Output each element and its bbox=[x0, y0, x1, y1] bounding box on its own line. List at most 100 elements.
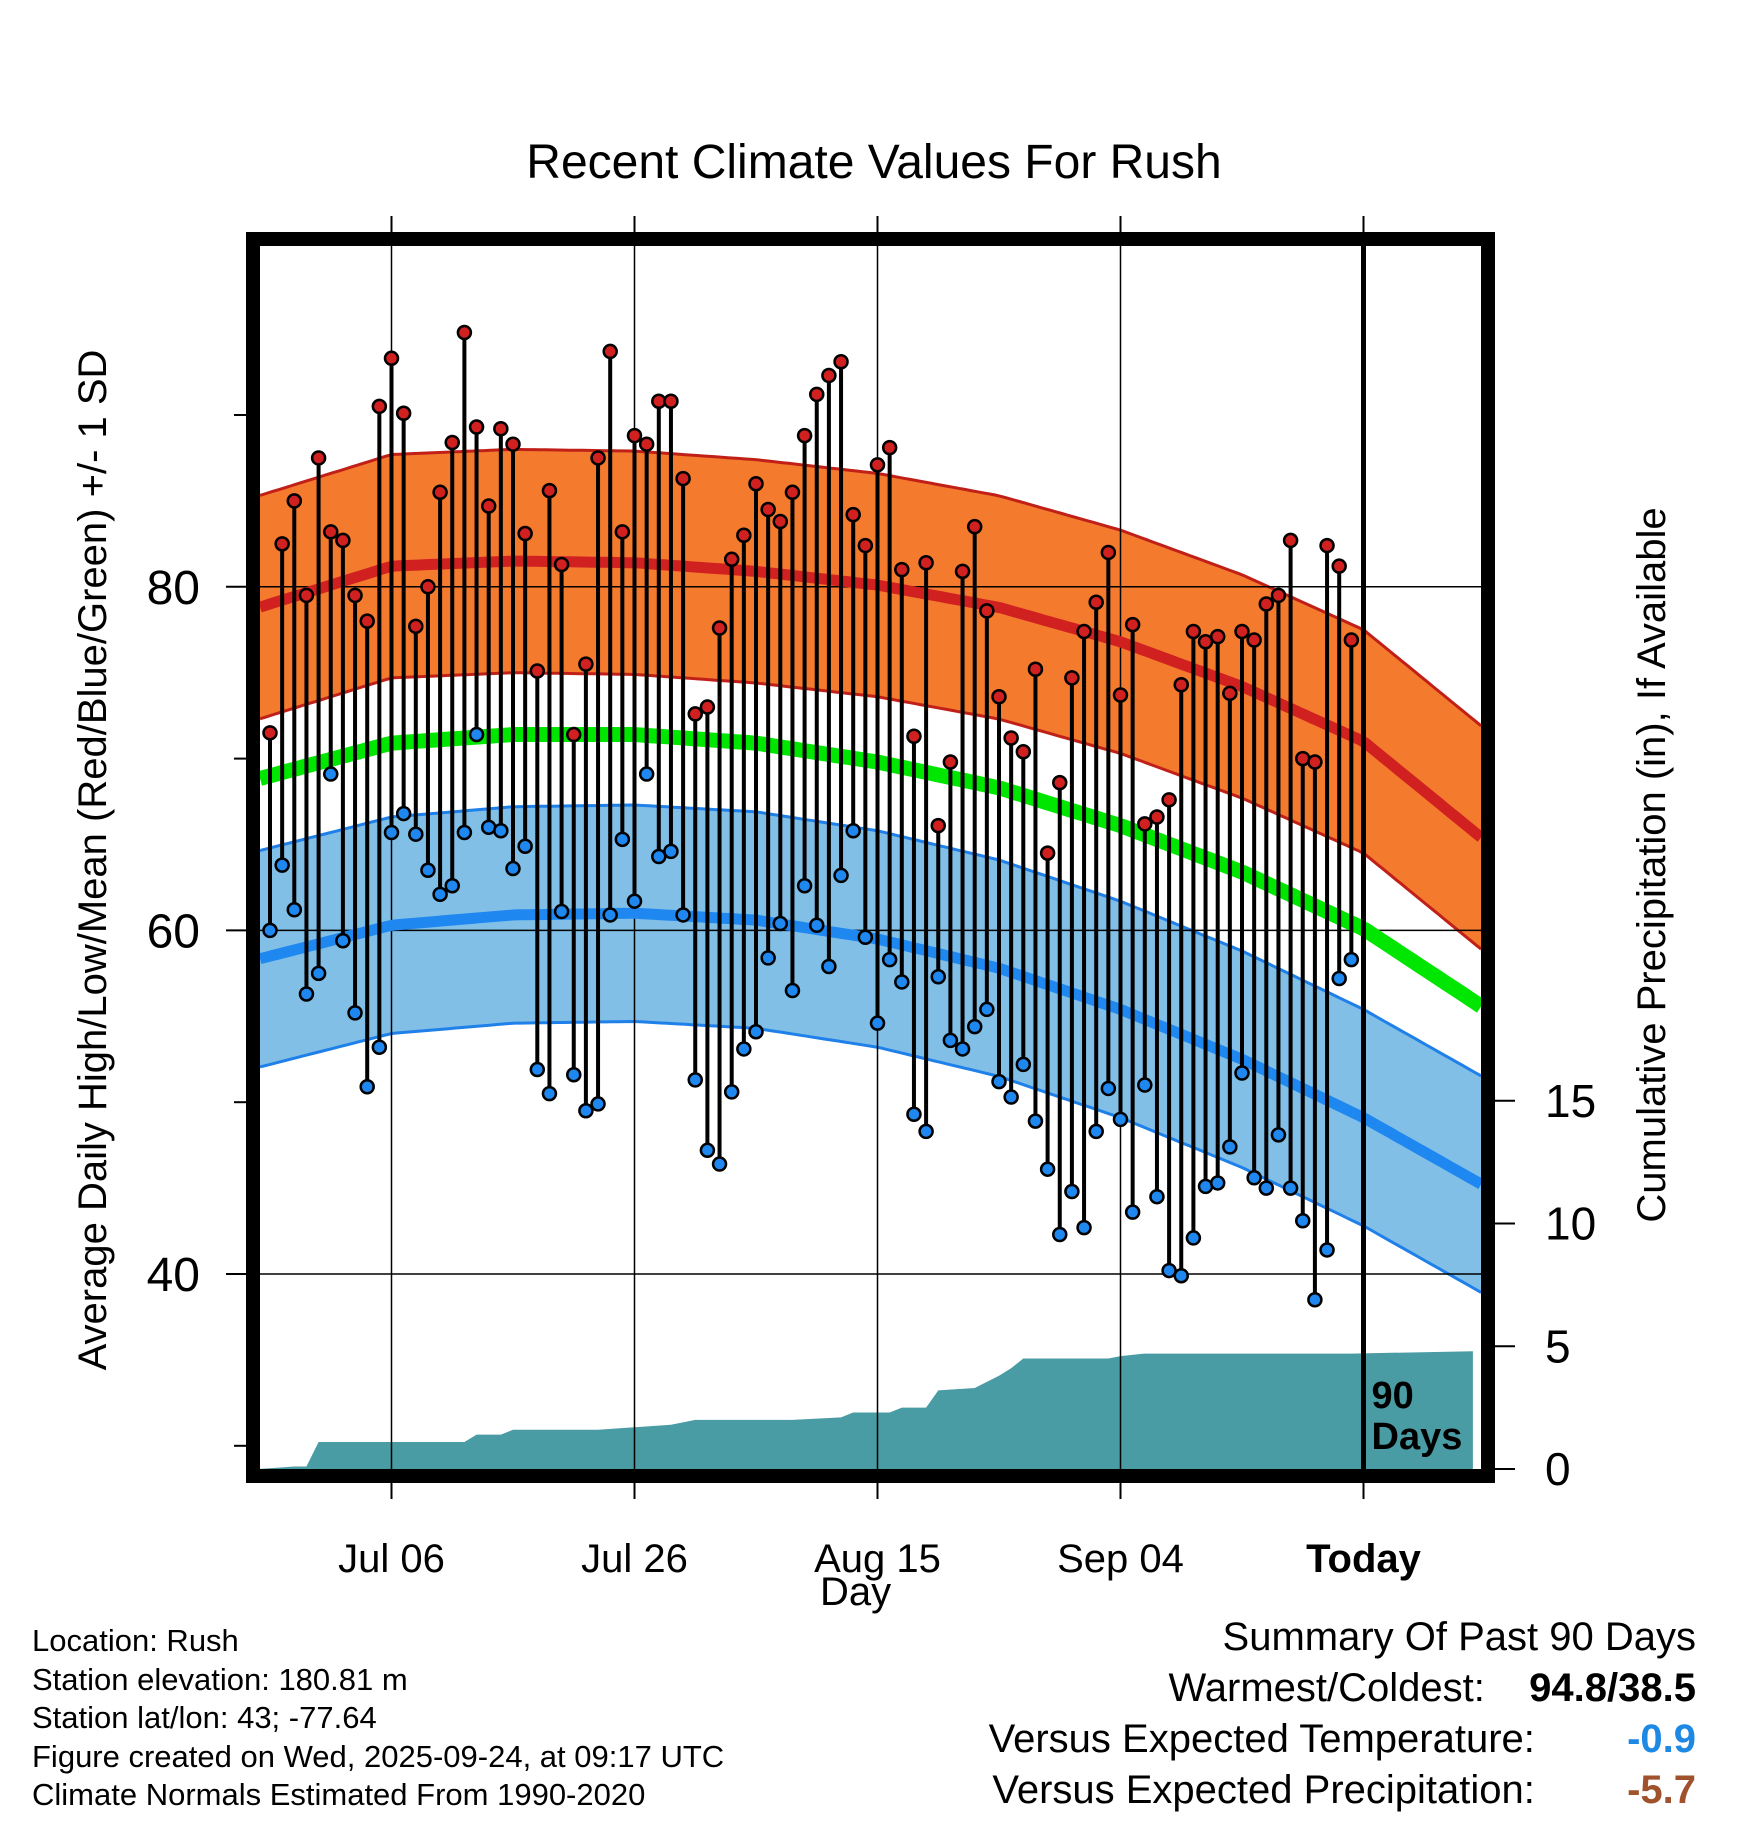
low-point bbox=[529, 1061, 546, 1078]
chart-title: Recent Climate Values For Rush bbox=[526, 136, 1222, 189]
low-point bbox=[809, 917, 825, 933]
low-point bbox=[1270, 1127, 1287, 1143]
low-point bbox=[1064, 1183, 1080, 1200]
warm-cold-value: 94.8/38.5 bbox=[1529, 1666, 1696, 1710]
normals-period-text: Climate Normals Estimated From 1990-2020 bbox=[32, 1777, 646, 1812]
high-point bbox=[784, 484, 801, 501]
low-point bbox=[711, 1156, 728, 1172]
low-point bbox=[1088, 1123, 1104, 1140]
low-point bbox=[1112, 1111, 1129, 1128]
x-tick-label: Jul 06 bbox=[338, 1537, 445, 1581]
high-point bbox=[1088, 594, 1104, 611]
high-point bbox=[1137, 816, 1153, 832]
low-point bbox=[1282, 1180, 1299, 1196]
low-point bbox=[578, 1103, 594, 1119]
high-point bbox=[1039, 845, 1056, 861]
low-point bbox=[614, 831, 631, 848]
low-point bbox=[1209, 1175, 1226, 1191]
low-point bbox=[918, 1123, 934, 1140]
high-point bbox=[505, 436, 521, 452]
low-point bbox=[1331, 970, 1347, 987]
summary-heading: Summary Of Past 90 Days bbox=[1222, 1615, 1696, 1659]
high-point bbox=[420, 579, 436, 595]
high-point bbox=[468, 419, 485, 435]
high-point bbox=[553, 556, 570, 573]
high-point bbox=[480, 498, 497, 514]
high-point bbox=[286, 493, 303, 509]
low-band-lower-edge bbox=[260, 1019, 1481, 1294]
low-point bbox=[723, 1084, 740, 1100]
low-point bbox=[930, 969, 946, 985]
high-point bbox=[1185, 623, 1202, 640]
low-point bbox=[1185, 1230, 1202, 1246]
high-point bbox=[444, 434, 460, 451]
high-point bbox=[602, 343, 618, 360]
high-point bbox=[687, 706, 703, 722]
warm-cold-label: Warmest/Coldest: bbox=[1168, 1666, 1485, 1710]
low-point bbox=[1100, 1080, 1117, 1097]
low-point bbox=[675, 907, 691, 923]
low-point bbox=[954, 1041, 971, 1057]
x-tick-label: Today bbox=[1306, 1537, 1422, 1581]
x-tick-label: Aug 15 bbox=[814, 1537, 941, 1581]
low-point bbox=[1222, 1139, 1238, 1155]
high-point bbox=[869, 457, 886, 473]
low-point bbox=[310, 965, 327, 982]
low-point bbox=[979, 1001, 995, 1018]
low-point bbox=[335, 932, 351, 949]
high-point bbox=[383, 350, 400, 367]
today-days-label: Days bbox=[1372, 1416, 1463, 1458]
y-axis-label: Average Daily High/Low/Mean (Red/Blue/Gr… bbox=[71, 350, 115, 1371]
low-point bbox=[638, 766, 655, 782]
high-point bbox=[335, 532, 351, 549]
high-point bbox=[675, 470, 691, 487]
plot-frame bbox=[246, 232, 1495, 1483]
low-point bbox=[444, 877, 460, 894]
low-point bbox=[833, 867, 849, 884]
high-point bbox=[566, 726, 582, 743]
high-point bbox=[1064, 670, 1080, 686]
low-point bbox=[845, 823, 861, 839]
low-point bbox=[736, 1041, 752, 1057]
high-point bbox=[906, 728, 922, 745]
high-point bbox=[529, 663, 546, 679]
high-point bbox=[1161, 792, 1177, 808]
low-point bbox=[395, 805, 412, 822]
low-point bbox=[1027, 1113, 1044, 1129]
low-point bbox=[1319, 1242, 1335, 1258]
high-point bbox=[274, 536, 290, 552]
high-sd-band bbox=[260, 449, 1481, 950]
high-point bbox=[881, 439, 898, 456]
high-point bbox=[954, 563, 971, 580]
high-point bbox=[359, 613, 375, 629]
temp-label: Versus Expected Temperature: bbox=[988, 1717, 1535, 1761]
high-point bbox=[323, 524, 339, 540]
high-point bbox=[493, 420, 509, 437]
high-point bbox=[772, 513, 789, 530]
high-point bbox=[857, 537, 874, 554]
high-point bbox=[590, 450, 606, 466]
low-sd-band bbox=[260, 805, 1481, 1293]
high-point bbox=[456, 324, 473, 341]
low-point bbox=[1137, 1077, 1153, 1093]
low-point bbox=[505, 860, 521, 877]
high-point bbox=[1100, 544, 1117, 561]
high-point bbox=[1319, 537, 1335, 554]
x-tick-label: Jul 26 bbox=[581, 1537, 688, 1581]
high-point bbox=[833, 353, 849, 370]
low-point bbox=[493, 823, 509, 839]
high-point bbox=[942, 754, 959, 770]
high-point bbox=[845, 506, 861, 523]
x-axis-label: Day bbox=[820, 1570, 892, 1614]
low-point bbox=[796, 877, 813, 894]
low-point bbox=[383, 824, 400, 841]
high-point bbox=[1076, 623, 1092, 640]
temp-row: Versus Expected Temperature: -0.9 bbox=[989, 1714, 1696, 1765]
low-point bbox=[1076, 1219, 1092, 1236]
low-point bbox=[1307, 1292, 1323, 1308]
high-point bbox=[1258, 596, 1275, 612]
high-point bbox=[1222, 685, 1238, 702]
precip-row: Versus Expected Precipitation: -5.7 bbox=[989, 1765, 1696, 1816]
low-point bbox=[286, 902, 303, 918]
